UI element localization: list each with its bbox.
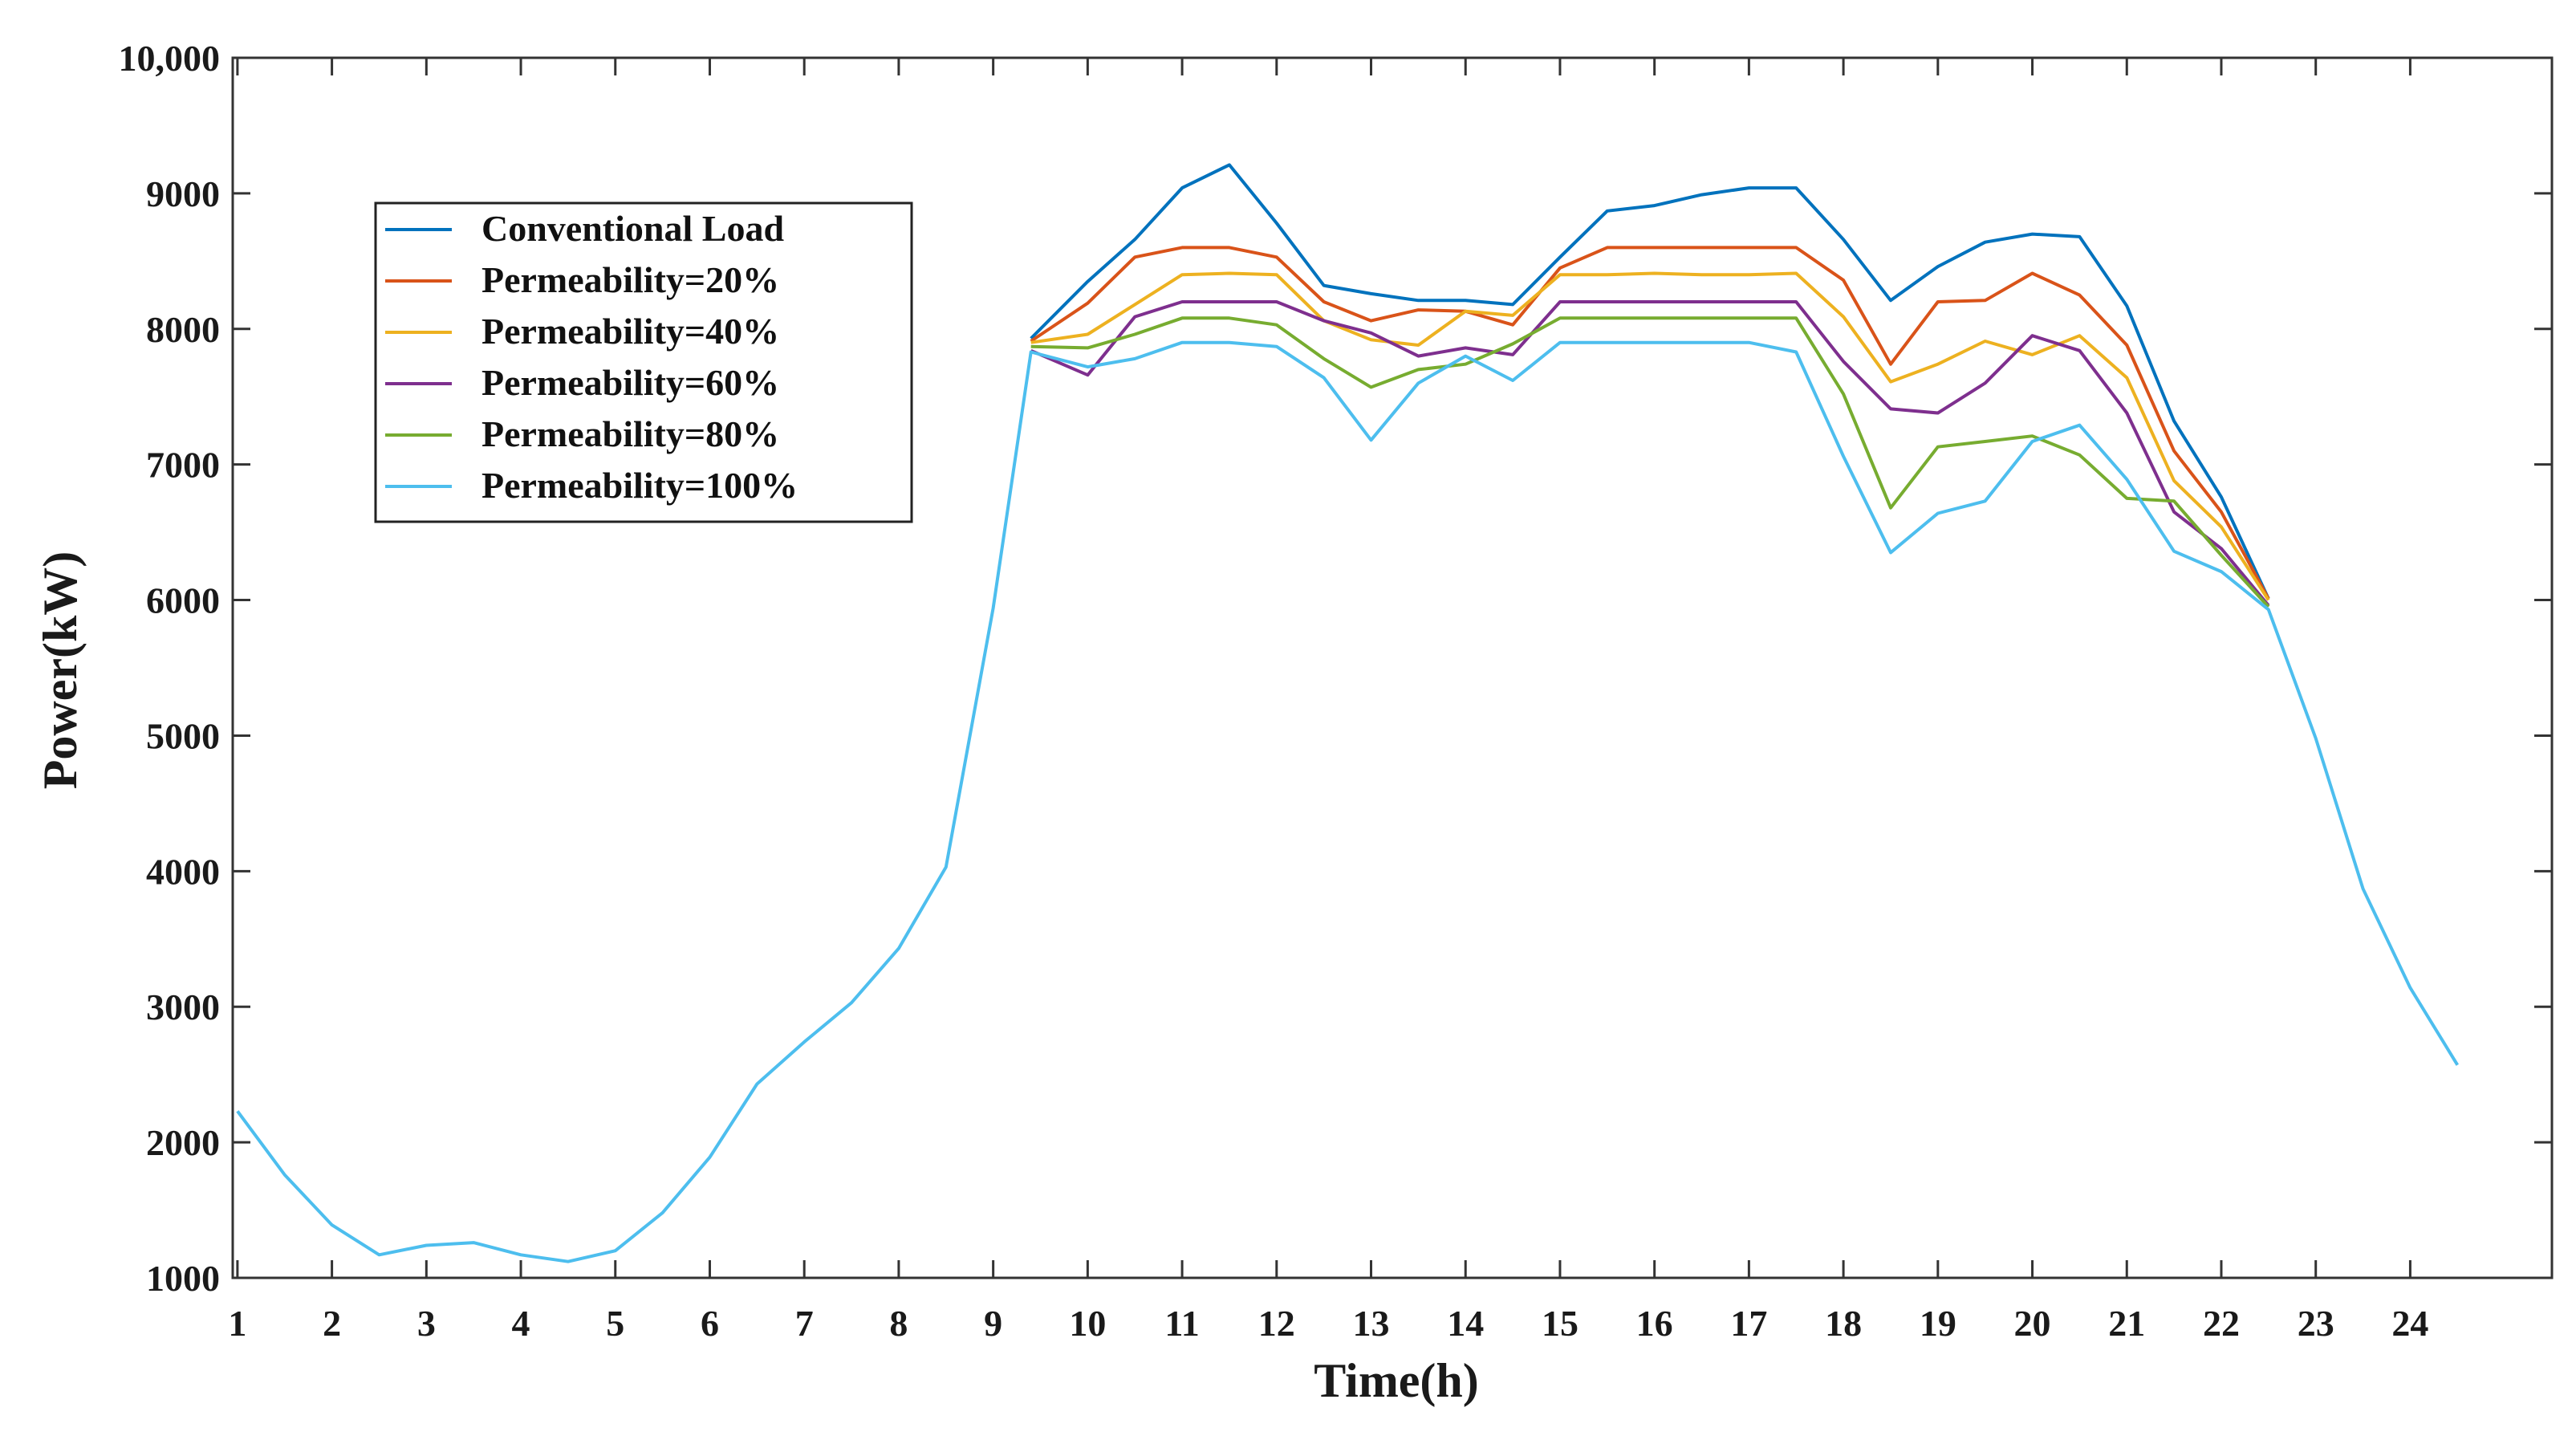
x-tick-label: 14 [1447,1303,1484,1344]
x-tick-label: 20 [2014,1303,2051,1344]
x-tick-label: 6 [701,1303,719,1344]
x-tick-label: 17 [1730,1303,1767,1344]
series-line-1 [1030,246,2270,600]
series-line-3 [1030,300,2270,607]
x-tick-label: 1 [228,1303,246,1344]
y-axis-tick-labels: 1000 2000 3000 4000 5000 6000 7000 8000 9000 10,0… [119,38,221,1299]
series-lines [236,163,2460,1263]
x-tick-label: 2 [323,1303,341,1344]
axis-ticks [233,56,2552,1279]
y-tick-label: 9000 [146,173,220,214]
y-axis-title: Power(kW) [34,551,87,790]
y-tick-label: 5000 [146,715,220,756]
legend-label: Permeability=60% [481,362,779,403]
series-line-2 [1030,271,2270,601]
x-tick-label: 16 [1636,1303,1673,1344]
x-tick-label: 11 [1164,1303,1199,1344]
legend-box [374,201,913,523]
y-tick-label: 1000 [146,1258,220,1299]
x-tick-label: 23 [2298,1303,2334,1344]
series-line-4 [1030,316,2270,608]
legend-label: Permeability=80% [481,413,779,454]
legend-label: Permeability=40% [481,311,779,352]
series-line-5 [236,340,2460,1263]
y-tick-label: 2000 [146,1122,220,1163]
y-tick-label: 7000 [146,445,220,486]
x-tick-label: 9 [984,1303,1002,1344]
y-tick-label: 4000 [146,851,220,892]
x-axis-title: Time(h) [1314,1354,1479,1407]
x-tick-label: 10 [1069,1303,1106,1344]
series-line-0 [1030,163,2270,600]
x-axis-tick-labels: 1 2 3 4 5 6 7 8 9 10 11 12 13 14 15 16 17 18 19 20 21 22 23 24 [228,1303,2428,1344]
legend-label: Conventional Load [481,208,784,249]
plot-frame [231,56,2554,1279]
legend-items: Conventional Load Permeability=20% Permeab… [385,208,798,506]
x-tick-label: 7 [795,1303,814,1344]
x-tick-label: 13 [1353,1303,1390,1344]
x-tick-label: 12 [1258,1303,1295,1344]
x-tick-label: 21 [2108,1303,2145,1344]
legend-label: Permeability=100% [481,465,798,506]
x-tick-label: 3 [417,1303,436,1344]
x-tick-label: 8 [889,1303,908,1344]
y-tick-label: 8000 [146,309,220,350]
x-tick-label: 4 [512,1303,530,1344]
y-tick-label: 10,000 [119,38,221,79]
y-tick-label: 6000 [146,580,220,621]
legend: Conventional Load Permeability=20% Permeab… [374,201,913,523]
x-tick-label: 5 [606,1303,624,1344]
legend-label: Permeability=20% [481,259,779,300]
x-tick-label: 24 [2391,1303,2428,1344]
x-tick-label: 15 [1542,1303,1579,1344]
x-tick-label: 19 [1920,1303,1956,1344]
y-tick-label: 3000 [146,986,220,1027]
x-tick-label: 22 [2203,1303,2240,1344]
x-tick-label: 18 [1825,1303,1862,1344]
